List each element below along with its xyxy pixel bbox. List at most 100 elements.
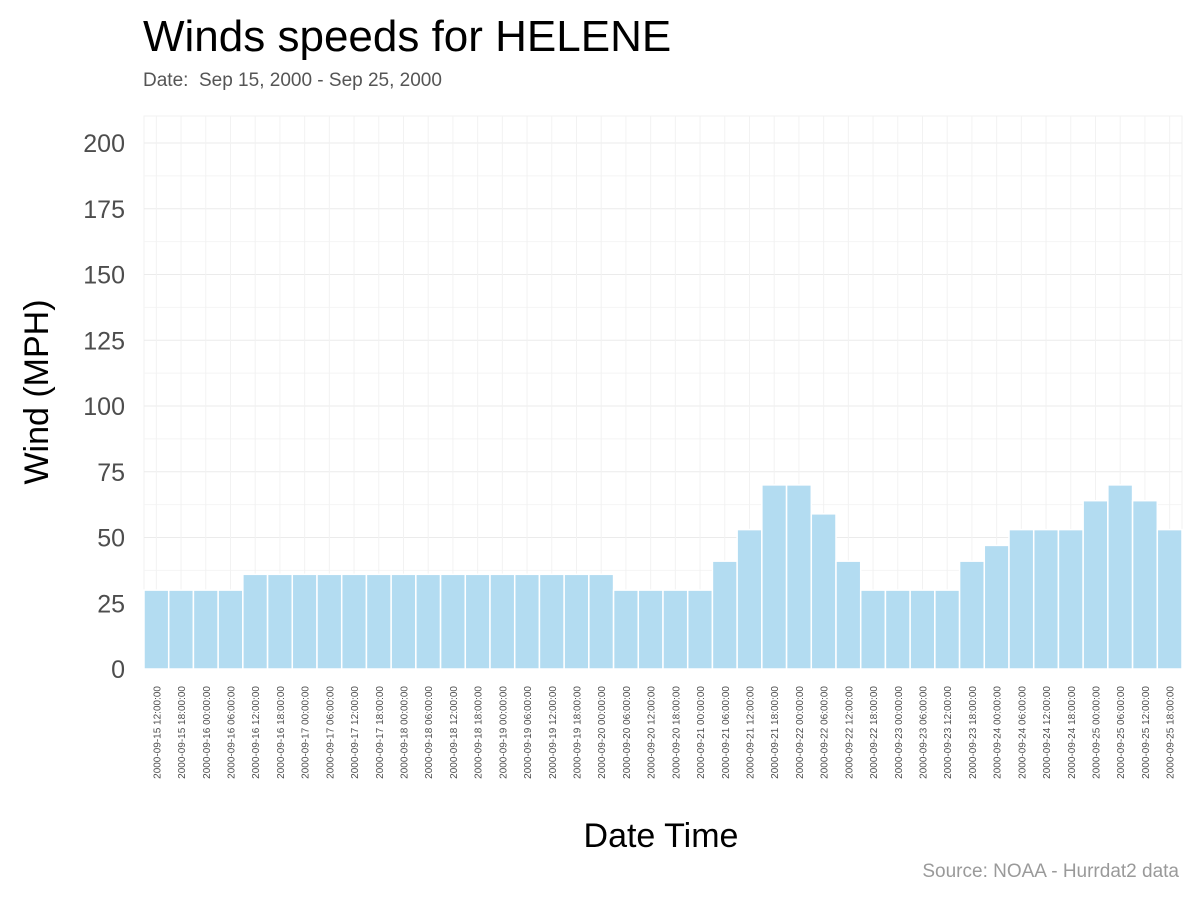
bar xyxy=(1032,528,1060,670)
x-tick-label: 2000-09-19 00:00:00 xyxy=(498,686,509,779)
bar xyxy=(143,589,170,670)
y-tick-label: 100 xyxy=(83,393,125,421)
bar xyxy=(1131,499,1159,670)
bar xyxy=(390,573,417,670)
x-tick-label: 2000-09-21 18:00:00 xyxy=(770,686,781,779)
x-tick-label: 2000-09-19 06:00:00 xyxy=(523,686,534,779)
x-tick-label: 2000-09-24 18:00:00 xyxy=(1067,686,1078,779)
chart-subtitle: Date: Sep 15, 2000 - Sep 25, 2000 xyxy=(143,70,442,91)
bar xyxy=(1057,528,1084,670)
x-axis-ticks: 2000-09-15 12:00:00 2000-09-15 18:00:00 20… xyxy=(152,686,1176,779)
y-tick-label: 50 xyxy=(97,525,125,553)
bar xyxy=(192,589,219,670)
bar xyxy=(612,589,640,670)
x-tick-label: 2000-09-22 06:00:00 xyxy=(820,686,831,779)
bar xyxy=(1008,528,1035,670)
x-tick-label: 2000-09-18 06:00:00 xyxy=(424,686,435,779)
x-tick-label: 2000-09-23 00:00:00 xyxy=(894,686,905,779)
x-tick-label: 2000-09-24 12:00:00 xyxy=(1042,686,1053,779)
bar xyxy=(365,573,392,670)
x-tick-label: 2000-09-16 00:00:00 xyxy=(202,686,213,779)
x-tick-label: 2000-09-16 12:00:00 xyxy=(251,686,262,779)
x-tick-label: 2000-09-23 18:00:00 xyxy=(968,686,979,779)
y-tick-label: 75 xyxy=(97,459,125,487)
y-tick-label: 150 xyxy=(83,262,125,290)
x-tick-label: 2000-09-25 12:00:00 xyxy=(1141,686,1152,779)
x-tick-label: 2000-09-25 00:00:00 xyxy=(1092,686,1103,779)
bar xyxy=(934,589,961,670)
bar xyxy=(736,528,763,670)
bar xyxy=(340,573,368,670)
x-tick-label: 2000-09-20 12:00:00 xyxy=(647,686,658,779)
bar xyxy=(983,544,1010,670)
bar xyxy=(859,589,887,670)
x-tick-label: 2000-09-17 00:00:00 xyxy=(301,686,312,779)
y-tick-label: 25 xyxy=(97,590,125,618)
x-tick-label: 2000-09-24 06:00:00 xyxy=(1017,686,1028,779)
x-axis-title: Date Time xyxy=(584,817,739,855)
y-tick-label: 125 xyxy=(83,327,125,355)
bar xyxy=(1156,528,1183,670)
x-tick-label: 2000-09-20 06:00:00 xyxy=(622,686,633,779)
bar xyxy=(489,573,516,670)
x-tick-label: 2000-09-25 06:00:00 xyxy=(1116,686,1127,779)
x-tick-label: 2000-09-21 06:00:00 xyxy=(721,686,732,779)
x-tick-label: 2000-09-25 18:00:00 xyxy=(1166,686,1177,779)
bar xyxy=(909,589,936,670)
x-tick-label: 2000-09-19 12:00:00 xyxy=(548,686,559,779)
bar xyxy=(785,484,813,670)
source-caption: Source: NOAA - Hurrdat2 data xyxy=(922,861,1179,882)
bar xyxy=(711,560,738,670)
bar xyxy=(316,573,343,670)
x-tick-label: 2000-09-22 00:00:00 xyxy=(795,686,806,779)
y-tick-label: 175 xyxy=(83,196,125,224)
x-tick-label: 2000-09-23 06:00:00 xyxy=(919,686,930,779)
x-tick-label: 2000-09-19 18:00:00 xyxy=(573,686,584,779)
bar xyxy=(415,573,442,670)
bar xyxy=(167,589,195,670)
bar xyxy=(588,573,615,670)
y-tick-label: 0 xyxy=(111,656,125,684)
bar xyxy=(242,573,269,670)
y-axis-ticks: 0 25 50 75 100 125 150 175 200 xyxy=(83,130,125,684)
x-tick-label: 2000-09-21 00:00:00 xyxy=(696,686,707,779)
x-tick-label: 2000-09-22 12:00:00 xyxy=(844,686,855,779)
bar xyxy=(835,560,862,670)
x-tick-label: 2000-09-17 18:00:00 xyxy=(375,686,386,779)
bar xyxy=(662,589,689,670)
bar xyxy=(1082,499,1109,670)
bar xyxy=(266,573,294,670)
bar xyxy=(538,573,565,670)
x-tick-label: 2000-09-24 00:00:00 xyxy=(993,686,1004,779)
bar xyxy=(439,573,467,670)
bar xyxy=(1107,484,1134,670)
bar xyxy=(563,573,590,670)
bar xyxy=(686,589,714,670)
bar xyxy=(217,589,244,670)
y-axis-title: Wind (MPH) xyxy=(18,299,56,484)
bar xyxy=(637,589,664,670)
bar xyxy=(810,513,837,670)
bar xyxy=(761,484,788,670)
x-tick-label: 2000-09-18 00:00:00 xyxy=(400,686,411,779)
x-tick-label: 2000-09-20 18:00:00 xyxy=(671,686,682,779)
x-tick-label: 2000-09-17 12:00:00 xyxy=(350,686,361,779)
bar xyxy=(513,573,541,670)
bar xyxy=(958,560,986,670)
bar xyxy=(884,589,911,670)
x-tick-label: 2000-09-21 12:00:00 xyxy=(746,686,757,779)
x-tick-label: 2000-09-20 00:00:00 xyxy=(597,686,608,779)
x-tick-label: 2000-09-23 12:00:00 xyxy=(943,686,954,779)
x-tick-label: 2000-09-18 18:00:00 xyxy=(474,686,485,779)
x-tick-label: 2000-09-16 06:00:00 xyxy=(227,686,238,779)
bars-layer xyxy=(143,484,1183,670)
bar xyxy=(291,573,318,670)
x-tick-label: 2000-09-17 06:00:00 xyxy=(325,686,336,779)
x-tick-label: 2000-09-16 18:00:00 xyxy=(276,686,287,779)
x-tick-label: 2000-09-18 12:00:00 xyxy=(449,686,460,779)
y-tick-label: 200 xyxy=(83,130,125,158)
bar xyxy=(464,573,491,670)
x-tick-label: 2000-09-15 12:00:00 xyxy=(152,686,163,779)
chart-title: Winds speeds for HELENE xyxy=(143,12,672,61)
